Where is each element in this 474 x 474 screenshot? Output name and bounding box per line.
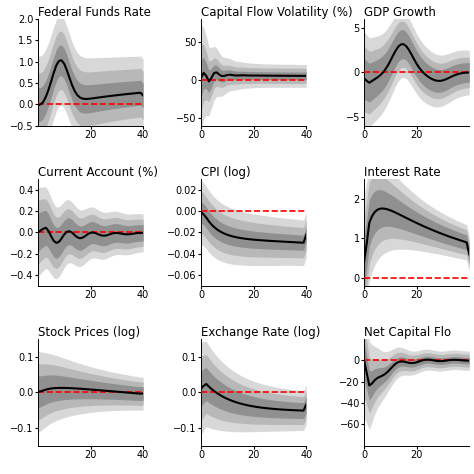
Text: Interest Rate: Interest Rate	[364, 166, 441, 179]
Text: Federal Funds Rate: Federal Funds Rate	[38, 6, 151, 19]
Text: Exchange Rate (log): Exchange Rate (log)	[201, 326, 320, 339]
Text: Net Capital Flo: Net Capital Flo	[364, 326, 451, 339]
Text: GDP Growth: GDP Growth	[364, 6, 436, 19]
Text: Capital Flow Volatility (%): Capital Flow Volatility (%)	[201, 6, 353, 19]
Text: Stock Prices (log): Stock Prices (log)	[38, 326, 140, 339]
Text: Current Account (%): Current Account (%)	[38, 166, 158, 179]
Text: CPI (log): CPI (log)	[201, 166, 251, 179]
